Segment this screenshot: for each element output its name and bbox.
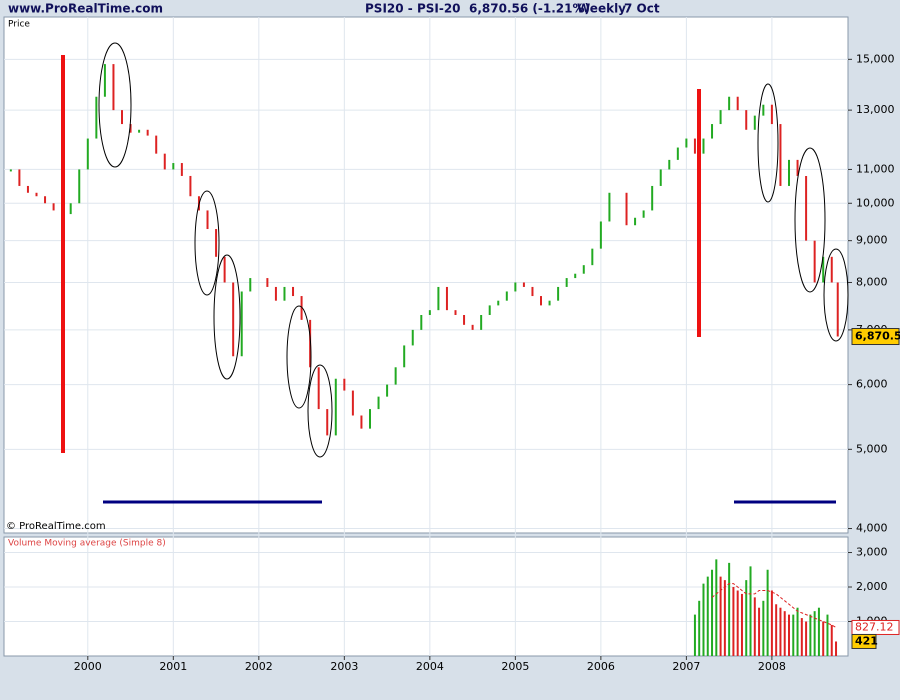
y-tick-label: 4,000 (856, 522, 888, 535)
ellipse (286, 305, 312, 409)
y-tick-label: 11,000 (856, 162, 895, 175)
x-tick-label: 2003 (330, 660, 358, 673)
y-tick-label: 2,000 (856, 580, 888, 593)
x-tick-label: 2007 (672, 660, 700, 673)
x-tick-label: 2001 (159, 660, 187, 673)
period: Weekly (577, 2, 626, 16)
x-tick-label: 2000 (74, 660, 102, 673)
moving-average (711, 583, 837, 628)
plot-layer: 4,0005,0006,0007,0008,0009,00010,00011,0… (4, 17, 900, 673)
annotations (61, 42, 849, 504)
x-tick-label: 2002 (245, 660, 273, 673)
y-tick-label: 3,000 (856, 546, 888, 559)
date: 7 Oct (624, 2, 660, 16)
source: © ProRealTime.com (6, 521, 106, 532)
quote: 6,870.56 (-1.21%) (469, 2, 590, 16)
y-tick-label: 5,000 (856, 442, 888, 455)
ellipse (794, 147, 826, 293)
y-tick-label: 10,000 (856, 196, 895, 209)
ellipse (194, 190, 220, 296)
volume-last-label: 421 (855, 634, 878, 647)
x-tick-label: 2005 (501, 660, 529, 673)
ellipse (757, 83, 779, 203)
price-panel (3, 16, 849, 534)
ellipse (98, 42, 132, 168)
y-tick-label: 15,000 (856, 52, 895, 65)
ellipse (307, 364, 333, 458)
symbol: PSI20 - PSI-20 (365, 2, 461, 16)
x-tick-label: 2008 (758, 660, 786, 673)
ma-last-label: 827.12 (855, 620, 894, 633)
y-tick-label: 9,000 (856, 234, 888, 247)
volume-title: Volume Moving average (Simple 8) (8, 539, 166, 549)
y-tick-label: 6,000 (856, 378, 888, 391)
ellipse (213, 254, 241, 380)
y-tick-label: 13,000 (856, 103, 895, 116)
volume-box (851, 633, 877, 649)
y-tick-label: 8,000 (856, 275, 888, 288)
x-tick-label: 2004 (416, 660, 444, 673)
site: www.ProRealTime.com (8, 2, 163, 16)
x-tick-label: 2006 (587, 660, 615, 673)
last-price-box (851, 328, 900, 346)
ellipse (823, 248, 849, 342)
price-label: Price (8, 20, 30, 30)
last-price-label: 6,870.56 (855, 330, 900, 343)
